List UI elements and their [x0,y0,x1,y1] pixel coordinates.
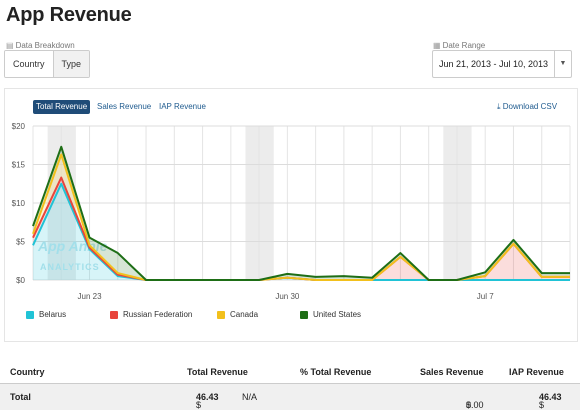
breakdown-toggle: Country Type [4,50,91,78]
table-total-row: Total $46.43 N/A $0.00 $46.43 [0,384,580,410]
download-csv-button[interactable]: ⤓ Download CSV [497,100,557,114]
caret-down-icon[interactable]: ▼ [554,51,571,77]
date-range-value: Jun 21, 2013 - Jul 10, 2013 [438,59,549,69]
legend-swatch [26,310,34,319]
column-header-pct-total-revenue[interactable]: % Total Revenue [300,367,372,377]
y-tick-label: $15 [12,161,26,170]
tab-sales-revenue[interactable]: Sales Revenue [97,102,152,111]
download-icon: ⤓ [497,102,501,111]
legend-item-united-states[interactable]: United States [300,310,361,319]
legend-item-russian-federation[interactable]: Russian Federation [110,310,192,319]
x-tick-label: Jun 30 [275,292,300,300]
legend-label: United States [313,310,362,319]
legend-swatch [110,310,118,319]
series-area-belarus [33,183,570,280]
breakdown-country-button[interactable]: Country [5,51,53,77]
x-tick-label: Jun 23 [78,292,103,300]
legend-item-belarus[interactable]: Belarus [26,310,66,319]
y-tick-label: $5 [16,238,25,247]
date-range-label: ▦ Date Range [433,41,486,50]
calendar-icon: ▦ [433,41,441,50]
y-tick-label: $0 [16,276,25,285]
chart-panel [4,88,578,342]
legend-item-canada[interactable]: Canada [217,310,258,319]
revenue-table: Country Total Revenue % Total Revenue Sa… [0,361,580,410]
legend-swatch [300,310,308,319]
iap-revenue-value: $46.43 [539,392,562,410]
column-header-iap-revenue[interactable]: IAP Revenue [509,367,564,377]
total-revenue-value: $46.43 [196,392,219,410]
column-header-country[interactable]: Country [10,367,45,377]
total-row-label: Total [10,392,31,402]
breakdown-type-button[interactable]: Type [52,51,90,77]
page-title: App Revenue [6,4,132,26]
document-icon: ▤ [6,41,14,50]
series-line-canada [32,153,570,281]
legend-label: Belarus [39,310,67,319]
download-csv-label: Download CSV [502,102,558,111]
column-header-sales-revenue[interactable]: Sales Revenue [420,367,484,377]
series-line-united-states [32,145,570,281]
date-range-select[interactable]: Jun 21, 2013 - Jul 10, 2013 ▼ [432,50,572,78]
watermark-logo-subtext: ANALYTICS [40,262,100,272]
legend-label: Russian Federation [123,310,193,319]
series-area-united-states [33,146,570,280]
legend-label: Canada [230,310,259,319]
data-breakdown-label: ▤ Data Breakdown [6,41,75,50]
y-tick-label: $20 [12,122,26,131]
y-tick-label: $10 [12,199,26,208]
legend-swatch [217,310,225,319]
x-tick-label: Jul 7 [477,292,494,300]
tab-total-revenue[interactable]: Total Revenue [33,100,91,114]
column-header-total-revenue[interactable]: Total Revenue [187,367,248,377]
table-header-row: Country Total Revenue % Total Revenue Sa… [0,361,580,384]
series-area-russian-federation [33,177,570,280]
tab-iap-revenue[interactable]: IAP Revenue [159,102,206,111]
total-pct-value: N/A [242,392,258,402]
